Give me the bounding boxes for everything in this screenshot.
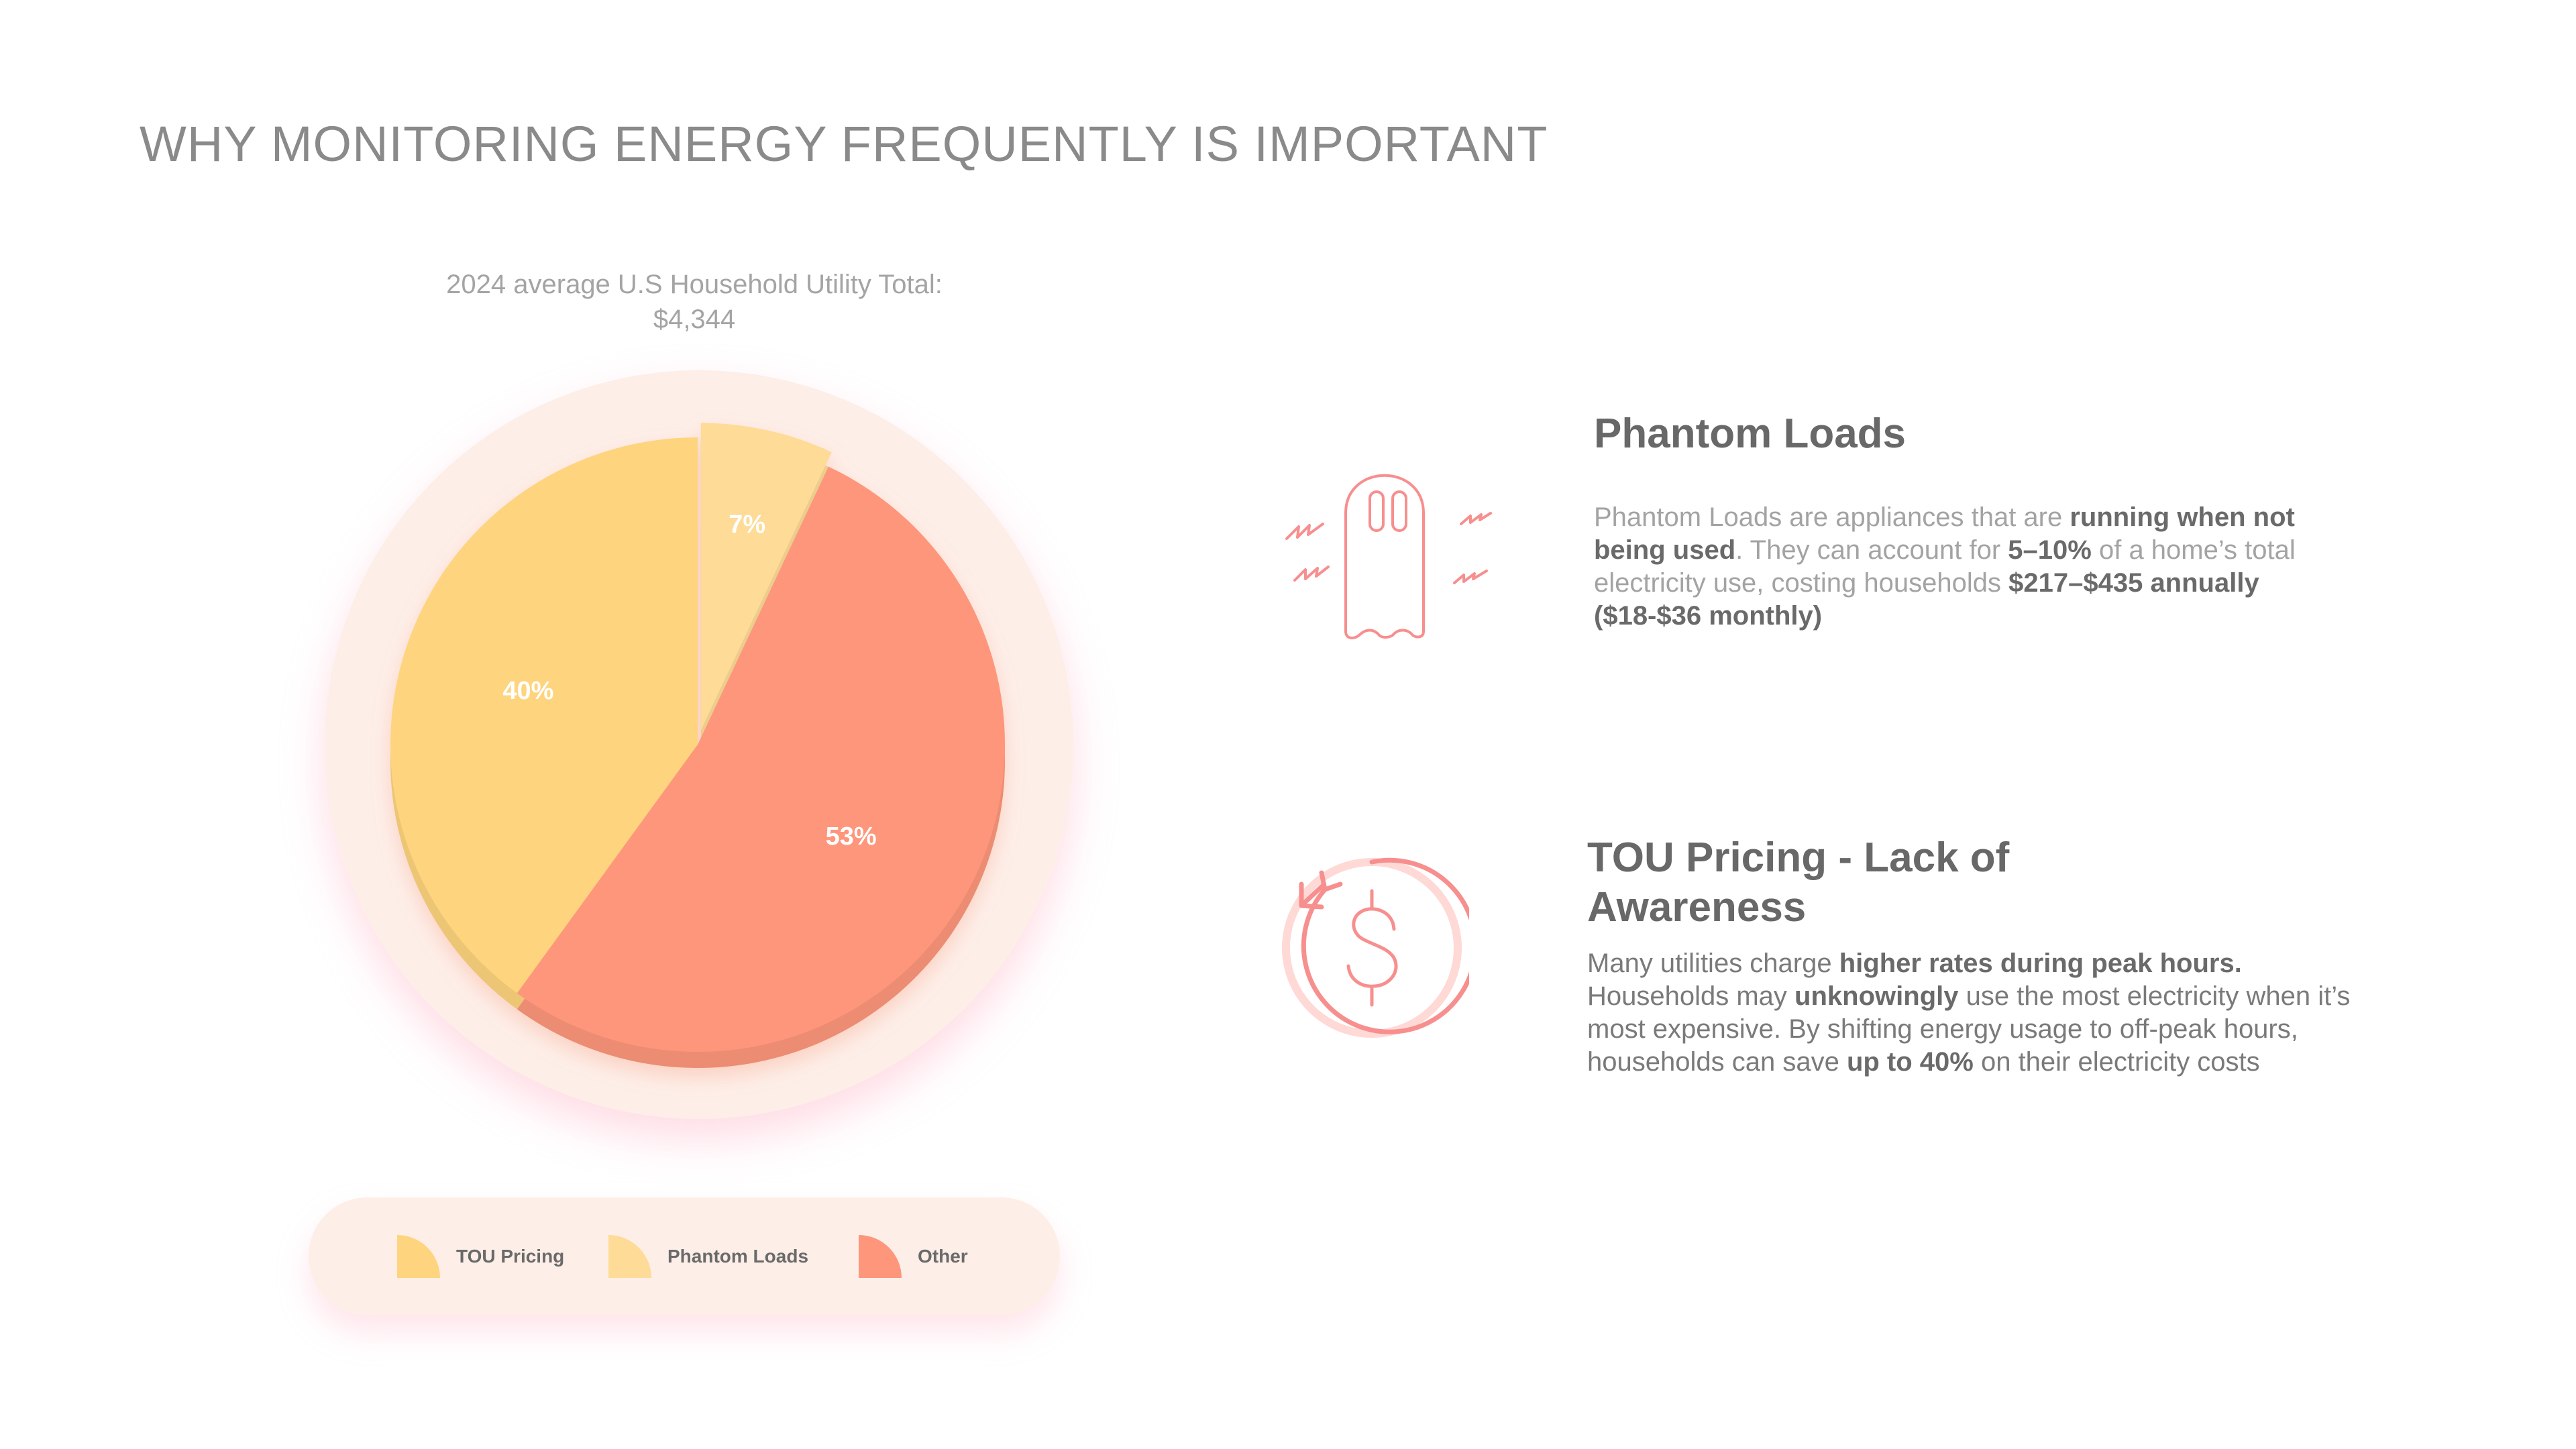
pie-chart: 40% 7% 53%: [325, 370, 1073, 1119]
chart-total: $4,344: [653, 305, 736, 334]
pie-label-tou-pricing: 40%: [502, 677, 553, 705]
ghost-icon: [1285, 474, 1492, 639]
body-text: Households may: [1587, 981, 1795, 1011]
legend-label: TOU Pricing: [456, 1245, 565, 1267]
legend-item-tou-pricing: TOU Pricing: [396, 1197, 564, 1315]
pie-slices: [390, 423, 1005, 1068]
chart-legend: TOU Pricing Phantom Loads Other: [309, 1197, 1060, 1315]
dollar-cycle-icon: [1282, 857, 1469, 1038]
pie-label-phantom-loads: 7%: [729, 511, 765, 539]
body-text: use the most electricity when it’s most …: [1587, 981, 2351, 1077]
body-text: Phantom Loads are appliances that are: [1594, 502, 2070, 532]
page-title: WHY MONITORING ENERGY FREQUENTLY IS IMPO…: [140, 116, 1548, 172]
pie-slice-phantom-loads: [700, 423, 832, 731]
legend-item-phantom-loads: Phantom Loads: [607, 1197, 808, 1315]
emphasis-text: higher rates during peak hours.: [1839, 949, 2242, 978]
pie-slice-tou-pricing: [390, 437, 698, 994]
body-text: on their electricity costs: [1973, 1047, 2260, 1077]
body-text: of a home’s total electricity use, costi…: [1594, 535, 2296, 598]
legend-item-other: Other: [857, 1197, 968, 1315]
tou-pricing-body: Many utilities charge higher rates durin…: [1587, 947, 2359, 1079]
legend-swatch-phantom-loads: [608, 1234, 651, 1278]
chart-caption: 2024 average U.S Household Utility Total…: [292, 267, 1097, 337]
emphasis-text: up to 40%: [1846, 1047, 1974, 1077]
pie-labels: 40% 7% 53%: [502, 511, 876, 851]
emphasis-text: $217–$435 annually ($18-$36 monthly): [1594, 568, 2259, 631]
legend-label: Other: [918, 1245, 968, 1267]
phantom-loads-title: Phantom Loads: [1594, 411, 1907, 457]
emphasis-text: 5–10%: [2008, 535, 2092, 565]
pie-slice-other: [517, 466, 1005, 1052]
chart-title: 2024 average U.S Household Utility Total…: [446, 270, 943, 299]
body-text: Many utilities charge: [1587, 949, 1839, 978]
pie-label-other: 53%: [826, 822, 877, 851]
emphasis-text: unknowingly: [1794, 981, 1959, 1011]
legend-label: Phantom Loads: [667, 1245, 809, 1267]
legend-swatch-other: [859, 1234, 902, 1278]
emphasis-text: running when not being used: [1594, 502, 2295, 565]
legend-swatch-tou-pricing: [397, 1234, 440, 1278]
tou-pricing-title: TOU Pricing - Lack of Awareness: [1587, 835, 2010, 930]
body-text: . They can account for: [1735, 535, 2008, 565]
phantom-loads-body: Phantom Loads are appliances that are ru…: [1594, 501, 2365, 633]
